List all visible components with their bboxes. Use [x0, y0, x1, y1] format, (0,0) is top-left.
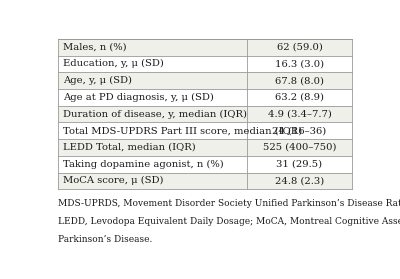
Bar	[58, 139, 352, 156]
Text: MDS-UPRDS, Movement Disorder Society Unified Parkinson’s Disease Rating Scale;: MDS-UPRDS, Movement Disorder Society Uni…	[58, 199, 400, 208]
Text: Age at PD diagnosis, y, μ (SD): Age at PD diagnosis, y, μ (SD)	[63, 93, 214, 102]
Bar	[58, 106, 352, 122]
Bar	[58, 56, 352, 72]
Text: Taking dopamine agonist, n (%): Taking dopamine agonist, n (%)	[63, 160, 224, 169]
Text: Age, y, μ (SD): Age, y, μ (SD)	[63, 76, 132, 85]
Text: 31 (29.5): 31 (29.5)	[276, 160, 323, 169]
Text: 16.3 (3.0): 16.3 (3.0)	[275, 59, 324, 68]
Text: Parkinson’s Disease.: Parkinson’s Disease.	[58, 235, 152, 244]
Text: 62 (59.0): 62 (59.0)	[277, 43, 322, 52]
Text: Education, y, μ (SD): Education, y, μ (SD)	[63, 59, 164, 68]
Text: LEDD Total, median (IQR): LEDD Total, median (IQR)	[63, 143, 196, 152]
Text: Duration of disease, y, median (IQR): Duration of disease, y, median (IQR)	[63, 109, 247, 119]
Text: Total MDS-UPDRS Part III score, median (IQR): Total MDS-UPDRS Part III score, median (…	[63, 126, 302, 135]
Text: 67.8 (8.0): 67.8 (8.0)	[275, 76, 324, 85]
Text: 24 (16–36): 24 (16–36)	[272, 126, 327, 135]
Bar	[58, 172, 352, 189]
Text: LEDD, Levodopa Equivalent Daily Dosage; MoCA, Montreal Cognitive Assessment; PD,: LEDD, Levodopa Equivalent Daily Dosage; …	[58, 217, 400, 226]
Text: 525 (400–750): 525 (400–750)	[263, 143, 336, 152]
Bar	[58, 72, 352, 89]
Bar	[58, 156, 352, 172]
Text: 63.2 (8.9): 63.2 (8.9)	[275, 93, 324, 102]
Bar	[58, 39, 352, 56]
Text: Males, n (%): Males, n (%)	[63, 43, 127, 52]
Bar	[58, 89, 352, 106]
Bar	[58, 122, 352, 139]
Text: 24.8 (2.3): 24.8 (2.3)	[275, 176, 324, 185]
Text: 4.9 (3.4–7.7): 4.9 (3.4–7.7)	[268, 110, 332, 119]
Text: MoCA score, μ (SD): MoCA score, μ (SD)	[63, 176, 164, 186]
